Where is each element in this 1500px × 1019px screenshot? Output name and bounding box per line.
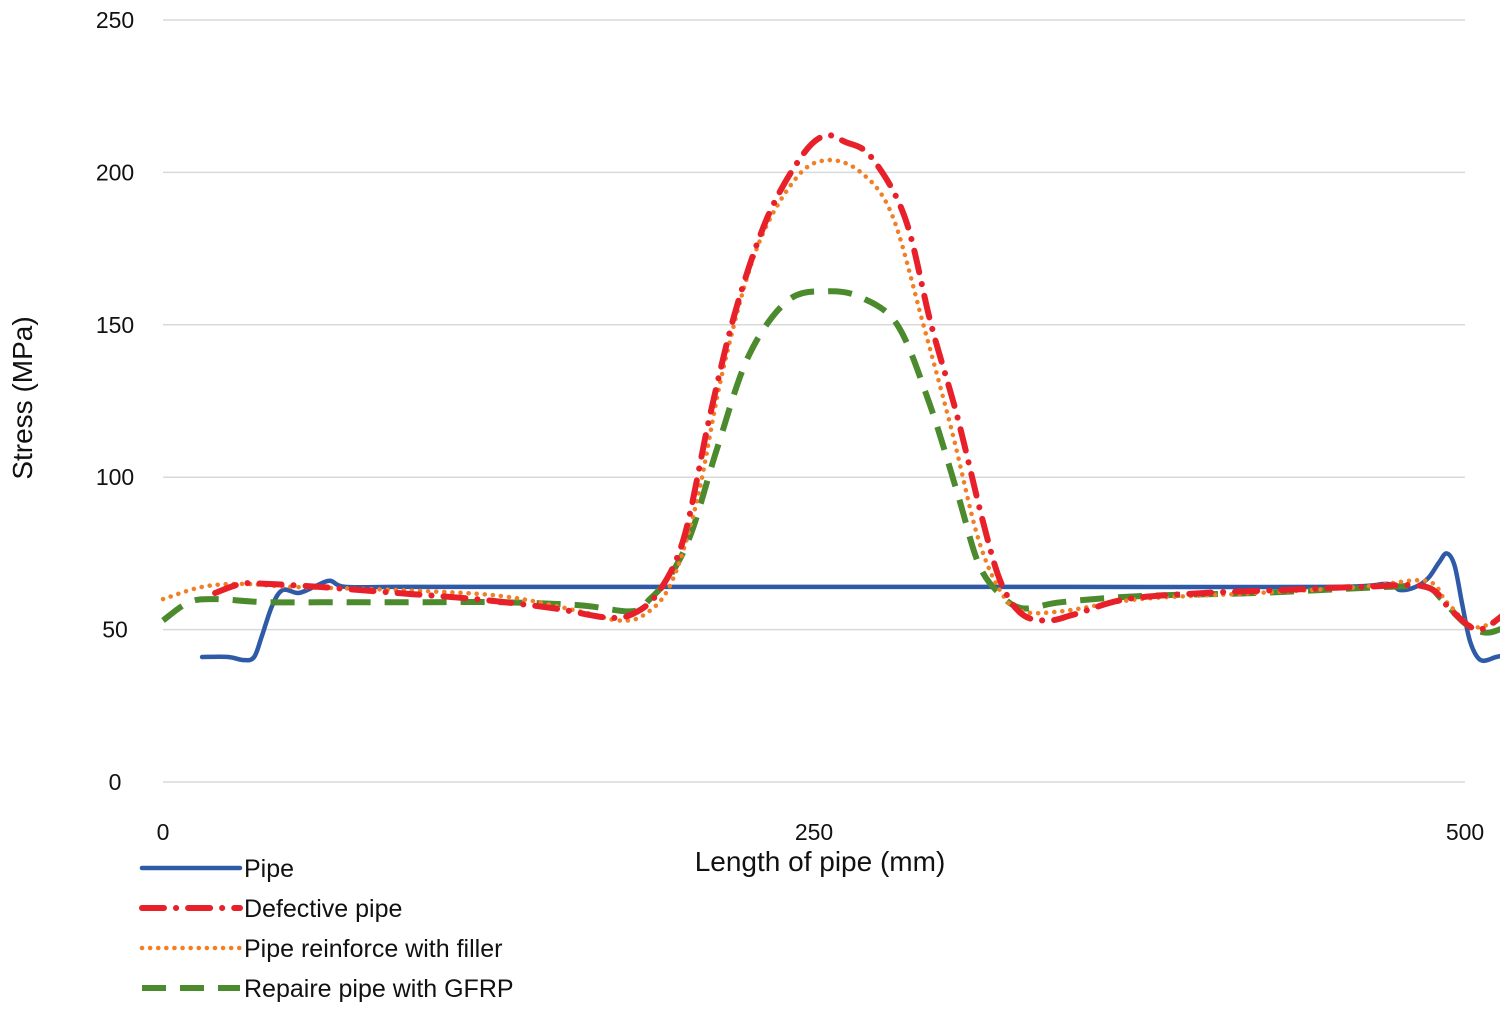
x-tick-label: 0 <box>157 819 170 845</box>
y-tick-label: 100 <box>96 464 134 490</box>
gridlines <box>163 19 1465 783</box>
series-line-defective-pipe <box>212 132 1500 633</box>
y-axis-ticks: 0 50 100 150 200 250 <box>96 7 134 795</box>
y-tick-label: 50 <box>102 617 128 643</box>
x-axis-ticks: 0 250 500 <box>157 819 1485 845</box>
y-tick-label: 200 <box>96 159 134 185</box>
series-line-pipe <box>199 551 1500 664</box>
legend-label: Defective pipe <box>244 895 402 923</box>
legend-label: Pipe reinforce with filler <box>244 935 502 963</box>
series-line-repaire-pipe-with-gfrp <box>161 288 1500 636</box>
series-lines <box>160 132 1500 664</box>
y-tick-label: 150 <box>96 312 134 338</box>
y-tick-label: 250 <box>96 7 134 33</box>
legend-label: Pipe <box>244 855 294 883</box>
x-axis-title: Length of pipe (mm) <box>695 846 946 877</box>
y-tick-label: 0 <box>109 769 122 795</box>
legend-label: Repaire pipe with GFRP <box>244 975 514 1003</box>
series-line-pipe-reinforce-with-filler <box>160 157 1500 630</box>
x-tick-label: 500 <box>1446 819 1484 845</box>
y-axis-title: Stress (MPa) <box>7 316 38 479</box>
x-tick-label: 250 <box>795 819 833 845</box>
legend: Pipe Defective pipe Pipe reinforce with fi… <box>139 855 514 1003</box>
